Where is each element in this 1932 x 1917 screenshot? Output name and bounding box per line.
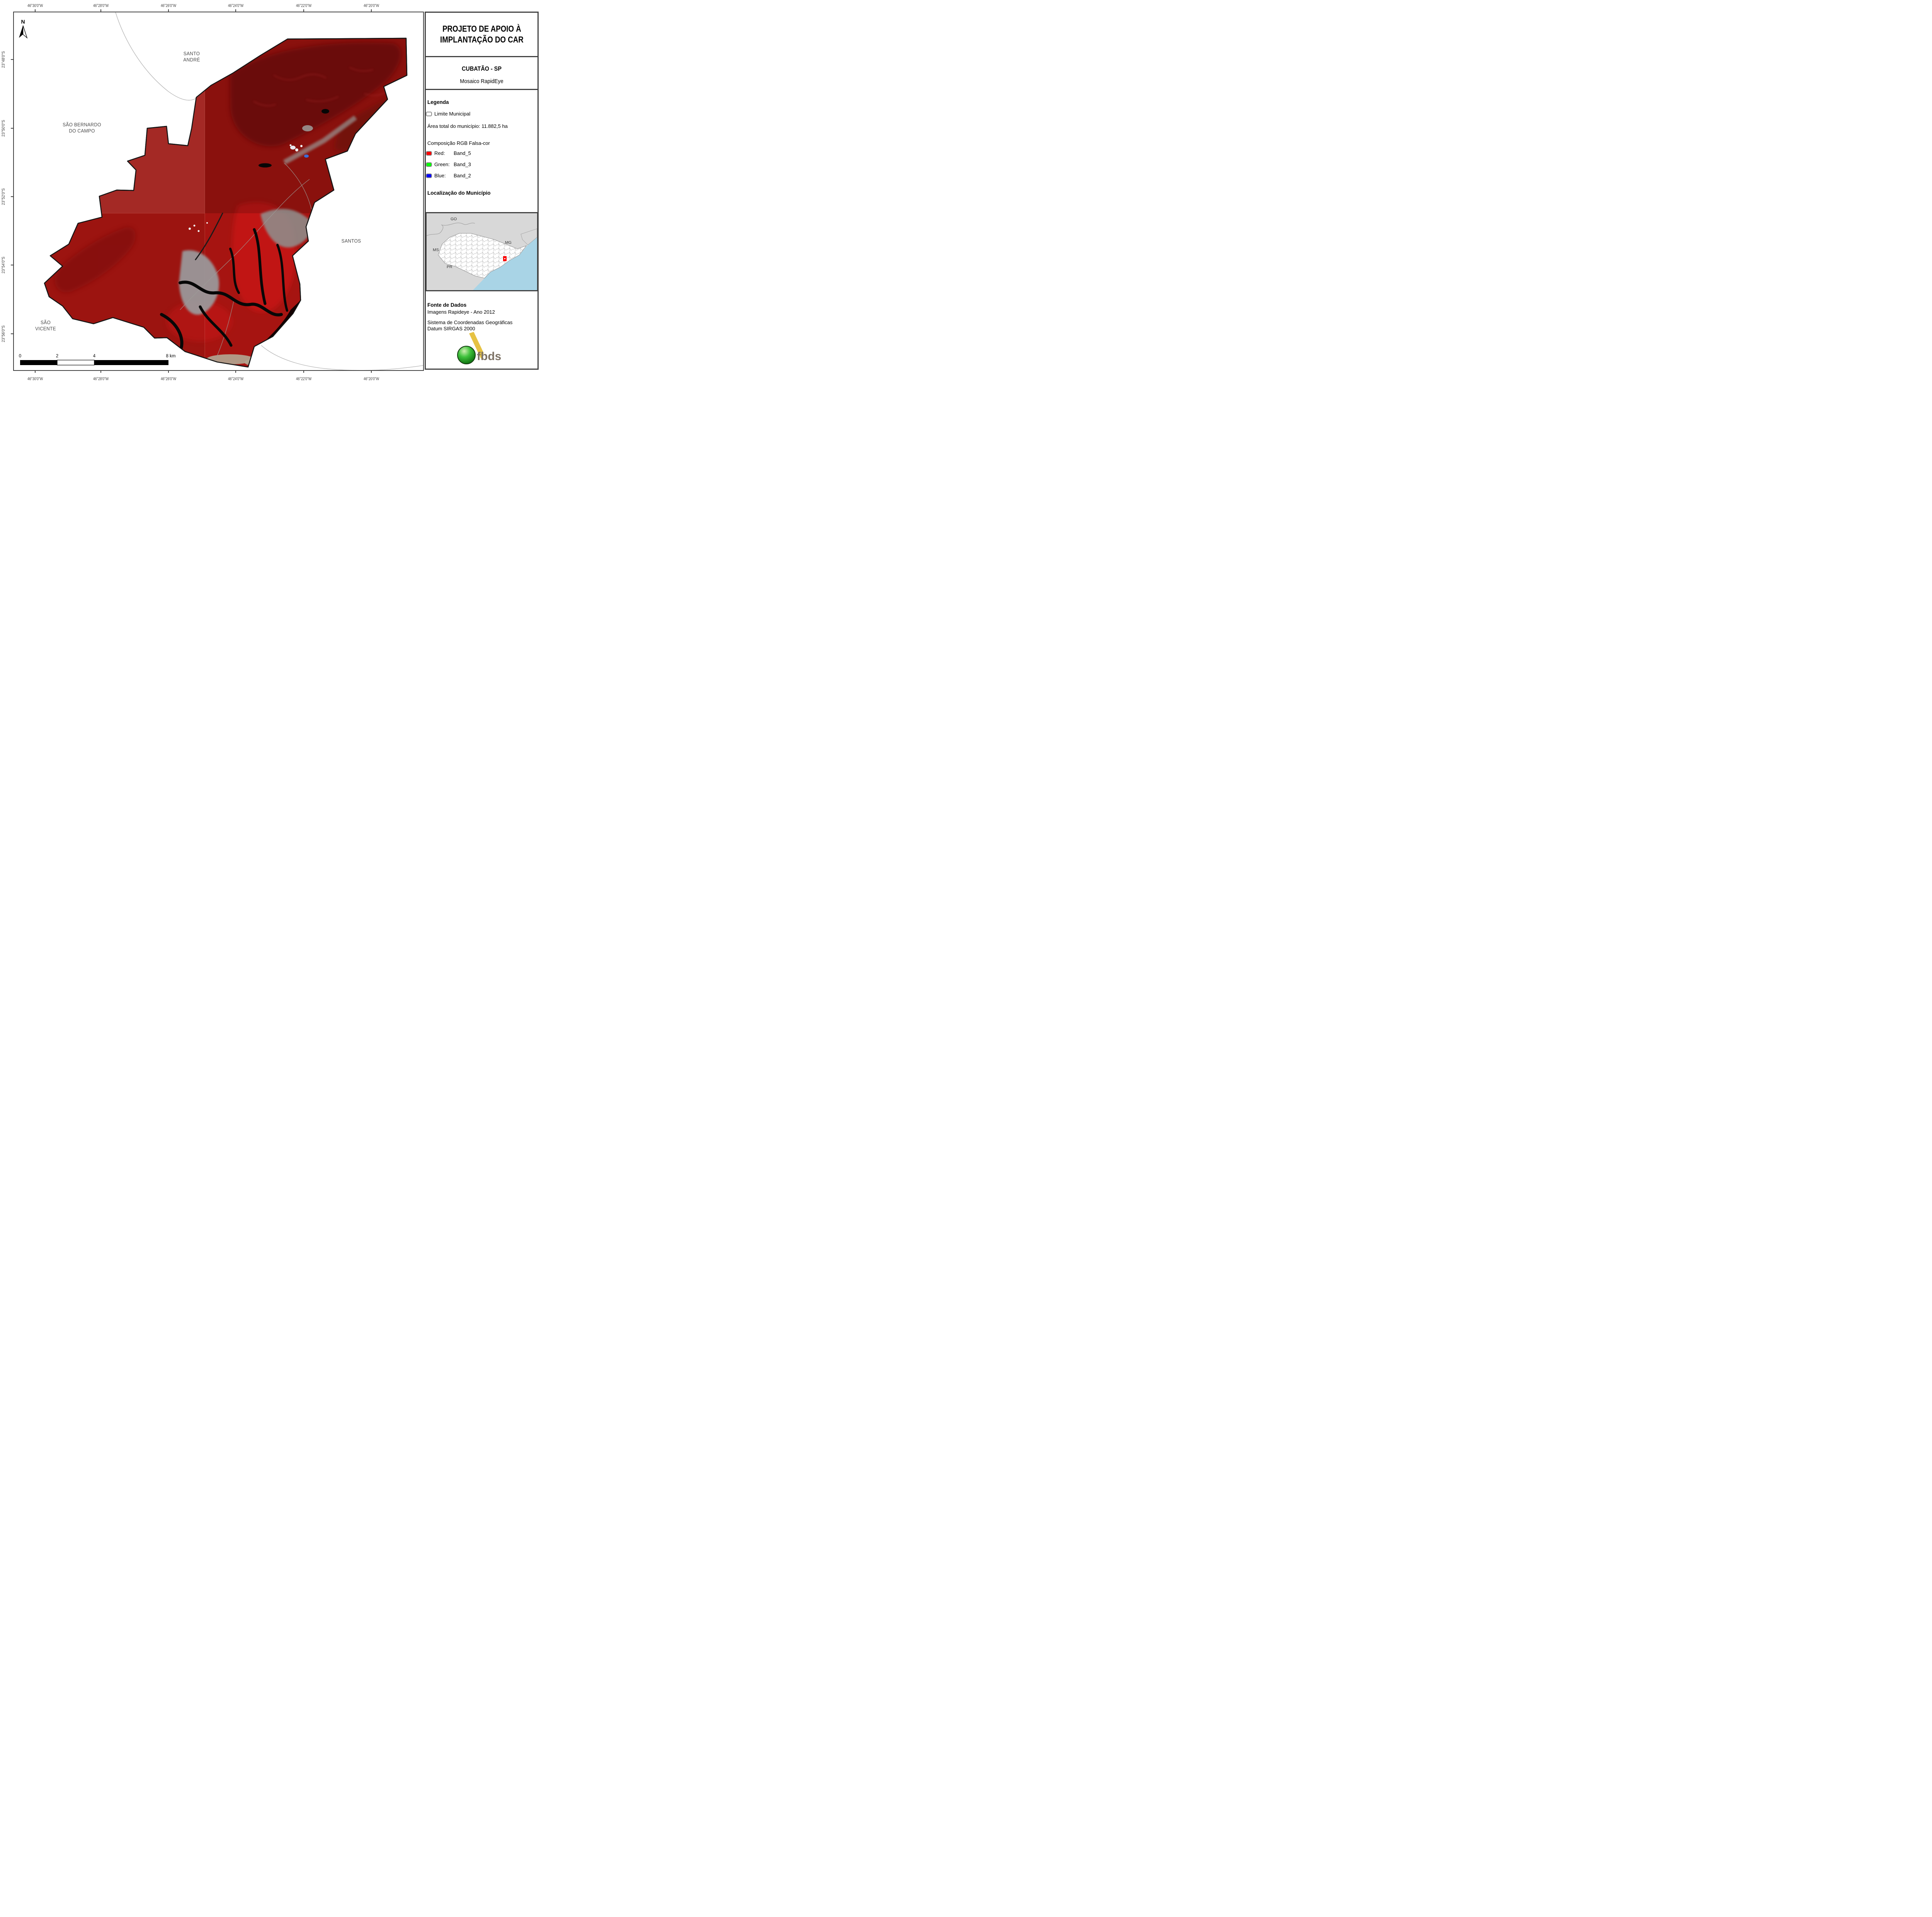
map-label-sao-bernardo: SÃO BERNARDO DO CAMPO bbox=[63, 122, 101, 134]
logo-yellow-bar bbox=[469, 332, 484, 359]
bottom-coord-label: 46°20'0"W bbox=[363, 377, 379, 381]
state-label-ms: MS bbox=[433, 248, 439, 252]
locator-svg: GO MS MG PR bbox=[426, 213, 537, 290]
grid-tick bbox=[11, 196, 13, 197]
legend-heading: Legenda bbox=[427, 99, 449, 105]
grid-tick bbox=[168, 370, 169, 373]
grid-tick bbox=[303, 370, 304, 373]
industrial-tanks bbox=[189, 144, 303, 232]
grid-tick bbox=[371, 370, 372, 373]
ocean bbox=[473, 237, 537, 290]
water-channels bbox=[160, 212, 288, 351]
grid-tick bbox=[371, 9, 372, 12]
title-box: PROJETO DE APOIO À IMPLANTAÇÃO DO CAR bbox=[425, 12, 539, 57]
bottom-coord-label: 46°22'0"W bbox=[296, 377, 312, 381]
map-label-santos: SANTOS bbox=[341, 238, 361, 244]
left-coord-label: 23°48'0"S bbox=[1, 51, 6, 68]
subtitle-box: CUBATÃO - SP Mosaico RapidEye bbox=[425, 56, 539, 90]
datasource-heading: Fonte de Dados bbox=[427, 302, 467, 308]
grid-tick bbox=[11, 333, 13, 334]
left-coord-label: 23°52'0"S bbox=[1, 188, 6, 205]
grid-tick bbox=[35, 9, 36, 12]
location-heading: Localização do Município bbox=[427, 190, 491, 196]
left-coord-label: 23°54'0"S bbox=[1, 257, 6, 274]
limite-municipal-outline bbox=[44, 37, 408, 368]
svg-text:0: 0 bbox=[19, 354, 21, 359]
svg-text:N: N bbox=[21, 19, 25, 25]
state-label-mg: MG bbox=[505, 240, 512, 245]
logo-text: fbds bbox=[477, 350, 501, 363]
scale-bar: 0 2 4 8 km bbox=[19, 354, 176, 365]
map-label-santo-andre: SANTO ANDRÉ bbox=[183, 51, 200, 63]
svg-text:8 km: 8 km bbox=[166, 354, 176, 359]
bottom-coord-label: 46°26'0"W bbox=[160, 377, 177, 381]
rgb-composition-heading: Composição RGB Falsa-cor bbox=[427, 140, 490, 146]
top-coord-label: 46°20'0"W bbox=[363, 3, 379, 8]
fbds-logo: fbds bbox=[450, 330, 524, 368]
bottom-coord-label: 46°28'0"W bbox=[93, 377, 109, 381]
grid-tick bbox=[303, 9, 304, 12]
red-band-swatch bbox=[426, 151, 432, 156]
municipality-imagery bbox=[44, 37, 408, 368]
bottom-coord-label: 46°30'0"W bbox=[27, 377, 43, 381]
area-total-text: Área total do município: 11.882,5 ha bbox=[427, 123, 508, 129]
datasource-line2: Sistema de Coordenadas Geográficas bbox=[427, 320, 513, 325]
north-arrow-icon: N bbox=[19, 19, 28, 39]
grid-tick bbox=[235, 370, 236, 373]
green-band-swatch bbox=[426, 162, 432, 167]
map-label-sao-vicente: SÃO VICENTE bbox=[35, 320, 56, 331]
grid-tick bbox=[168, 9, 169, 12]
grid-tick bbox=[11, 128, 13, 129]
sp-state-shape bbox=[438, 233, 527, 279]
bottom-coord-label: 46°24'0"W bbox=[228, 377, 244, 381]
product-name: Mosaico RapidEye bbox=[460, 78, 503, 85]
logo-green-sphere bbox=[457, 346, 476, 364]
grid-tick bbox=[35, 370, 36, 373]
state-label-pr: PR bbox=[447, 265, 452, 269]
neighbor-boundary-lines bbox=[115, 12, 423, 370]
svg-text:4: 4 bbox=[93, 354, 96, 359]
municipality-name: CUBATÃO - SP bbox=[462, 66, 502, 72]
left-coord-label: 23°56'0"S bbox=[1, 325, 6, 342]
grid-tick bbox=[11, 59, 13, 60]
datasource-line3: Datum SIRGAS 2000 bbox=[427, 326, 475, 331]
top-coord-label: 46°24'0"W bbox=[228, 3, 244, 8]
limite-municipal-swatch bbox=[426, 112, 432, 116]
left-coord-label: 23°50'0"S bbox=[1, 120, 6, 137]
grid-tick bbox=[100, 370, 101, 373]
map-layout-page: 46°30'0"W 46°28'0"W 46°26'0"W 46°24'0"W … bbox=[0, 0, 543, 383]
satellite-map: N 0 2 4 8 km bbox=[19, 12, 423, 370]
location-inset-map: GO MS MG PR bbox=[425, 212, 538, 291]
blue-band-swatch bbox=[426, 173, 432, 178]
top-coord-label: 46°26'0"W bbox=[160, 3, 177, 8]
state-label-go: GO bbox=[451, 217, 457, 221]
datasource-line1: Imagens Rapideye - Ano 2012 bbox=[427, 309, 495, 315]
page-title: PROJETO DE APOIO À IMPLANTAÇÃO DO CAR bbox=[440, 24, 524, 44]
top-coord-label: 46°22'0"W bbox=[296, 3, 312, 8]
svg-text:2: 2 bbox=[56, 354, 58, 359]
top-coord-label: 46°30'0"W bbox=[27, 3, 43, 8]
map-canvas: N 0 2 4 8 km bbox=[13, 12, 424, 371]
grid-tick bbox=[100, 9, 101, 12]
top-coord-label: 46°28'0"W bbox=[93, 3, 109, 8]
grid-tick bbox=[235, 9, 236, 12]
